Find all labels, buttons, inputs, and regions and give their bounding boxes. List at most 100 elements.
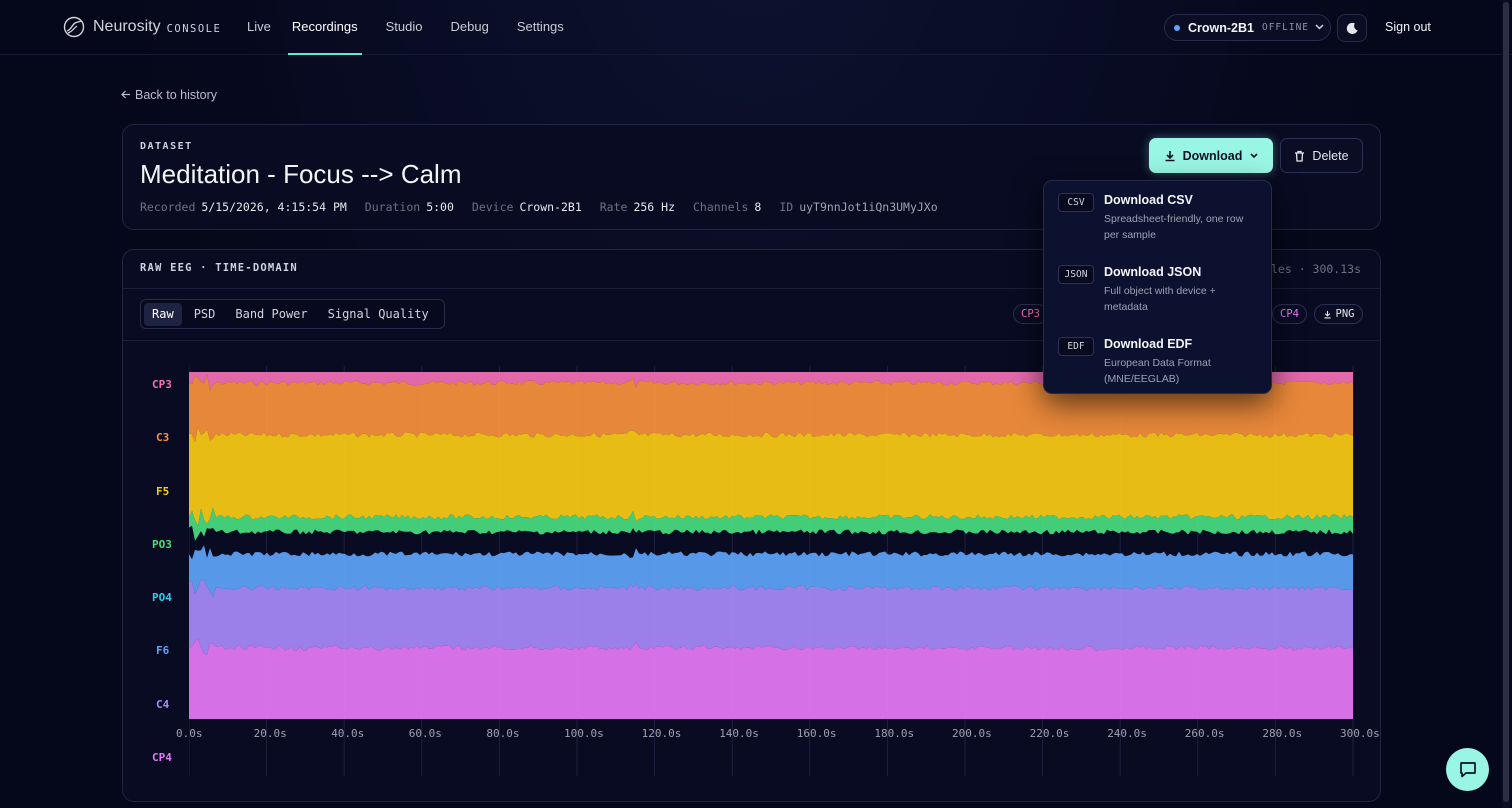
menu-item-title: Download CSV <box>1104 193 1193 207</box>
channel-label-po4: PO4 <box>152 591 172 604</box>
brand-logo[interactable]: Neurosity CONSOLE <box>63 16 221 38</box>
sign-out-button[interactable]: Sign out <box>1385 20 1431 34</box>
tab-psd[interactable]: PSD <box>193 306 216 321</box>
chat-button[interactable] <box>1446 748 1489 791</box>
meta-device-label: Device <box>471 200 514 214</box>
channel-label-c3: C3 <box>156 431 170 444</box>
csv-badge: CSV <box>1058 193 1094 212</box>
x-tick-label: 160.0s <box>796 727 837 740</box>
png-label: PNG <box>1335 308 1355 320</box>
tab-band-power[interactable]: Band Power <box>235 306 308 321</box>
x-tick-label: 220.0s <box>1029 727 1070 740</box>
meta-rate: 256 Hz <box>633 200 675 214</box>
eeg-band-c4 <box>189 579 1353 655</box>
x-tick-label: 240.0s <box>1107 727 1147 740</box>
chevron-down-icon <box>1250 152 1258 158</box>
chart-panel-title: RAW EEG · TIME-DOMAIN <box>140 262 298 274</box>
nav-live[interactable]: Live <box>247 19 271 34</box>
x-tick-label: 200.0s <box>952 727 992 740</box>
channel-chip-cp4[interactable]: CP4 <box>1272 304 1307 324</box>
meta-recorded: 5/15/2026, 4:15:54 PM <box>201 200 347 214</box>
menu-item-title: Download EDF <box>1104 337 1193 351</box>
x-tick-label: 180.0s <box>874 727 915 740</box>
meta-duration-label: Duration <box>364 200 421 214</box>
moon-icon <box>1346 22 1358 34</box>
view-tabs: Raw PSD Band Power Signal Quality <box>140 299 445 329</box>
eeg-band-cp4 <box>189 639 1353 719</box>
dataset-title: Meditation - Focus --> Calm <box>140 159 462 189</box>
download-icon <box>1165 150 1175 161</box>
meta-duration: 5:00 <box>426 200 454 214</box>
brand-suffix: CONSOLE <box>166 22 222 35</box>
meta-rate-label: Rate <box>599 200 628 214</box>
top-navigation-bar: Neurosity CONSOLE Live Recordings Studio… <box>0 0 1512 55</box>
channel-label-po3: PO3 <box>152 538 172 551</box>
download-icon <box>1323 310 1331 318</box>
main-nav: Live Recordings Studio Debug Settings <box>236 0 581 55</box>
channel-label-c4: C4 <box>156 698 170 711</box>
channel-label-f6: F6 <box>156 644 170 657</box>
tab-raw[interactable]: Raw <box>144 302 182 326</box>
chevron-down-icon <box>1315 22 1324 33</box>
card-divider <box>122 288 1380 289</box>
arrow-left-icon <box>121 88 131 102</box>
channel-label-cp4: CP4 <box>152 751 172 764</box>
meta-id: uyT9nnJot1iQn3UMyJXo <box>799 200 938 214</box>
meta-channels: 8 <box>754 200 762 214</box>
tab-signal-quality[interactable]: Signal Quality <box>327 306 429 321</box>
delete-button[interactable]: Delete <box>1280 138 1363 173</box>
x-tick-label: 0.0s <box>176 727 203 740</box>
back-link-label: Back to history <box>135 88 217 102</box>
nav-settings[interactable]: Settings <box>516 19 564 34</box>
download-button-label: Download <box>1182 148 1243 163</box>
scrollbar-thumb[interactable] <box>1503 2 1509 802</box>
x-tick-label: 60.0s <box>408 727 442 740</box>
menu-item-download-json[interactable]: JSON Download JSON Full object with devi… <box>1058 253 1263 325</box>
json-badge: JSON <box>1058 265 1094 284</box>
x-tick-label: 20.0s <box>253 727 287 740</box>
x-tick-label: 300.0s <box>1340 727 1380 740</box>
meta-channels-label: Channels <box>693 200 749 214</box>
dataset-label: DATASET <box>140 141 193 152</box>
neurosity-logo-icon <box>63 16 85 38</box>
download-button[interactable]: Download <box>1149 138 1273 173</box>
delete-button-label: Delete <box>1312 148 1349 163</box>
meta-recorded-label: Recorded <box>140 200 196 214</box>
eeg-band-f6 <box>189 545 1353 598</box>
back-to-history-link[interactable]: Back to history <box>121 88 217 102</box>
card-divider <box>122 340 1380 341</box>
brand-name: Neurosity <box>93 18 161 35</box>
nav-studio[interactable]: Studio <box>385 19 423 34</box>
x-tick-label: 120.0s <box>641 727 682 740</box>
x-tick-label: 280.0s <box>1262 727 1303 740</box>
eeg-plot[interactable] <box>189 366 1364 782</box>
device-selector[interactable]: Crown-2B1 OFFLINE <box>1164 14 1331 41</box>
device-status-dot <box>1174 24 1180 31</box>
menu-item-download-csv[interactable]: CSV Download CSV Spreadsheet-friendly, o… <box>1058 181 1263 253</box>
nav-debug[interactable]: Debug <box>450 19 489 34</box>
channel-chip-cp3[interactable]: CP3 <box>1013 304 1048 324</box>
trash-icon <box>1295 150 1305 162</box>
meta-device: Crown-2B1 <box>519 200 582 214</box>
menu-item-download-edf[interactable]: EDF Download EDF European Data Format (M… <box>1058 325 1263 395</box>
channel-label-cp3: CP3 <box>152 378 172 391</box>
download-menu: CSV Download CSV Spreadsheet-friendly, o… <box>1043 180 1272 394</box>
eeg-band-po3 <box>189 507 1353 541</box>
samples-info: les · 300.13s <box>1271 262 1362 276</box>
device-status: OFFLINE <box>1261 22 1310 33</box>
menu-item-description: European Data Format (MNE/EEGLAB) <box>1104 357 1211 385</box>
theme-toggle-button[interactable] <box>1337 14 1367 42</box>
x-tick-label: 40.0s <box>331 727 365 740</box>
export-png-button[interactable]: PNG <box>1314 304 1363 324</box>
x-tick-label: 100.0s <box>564 727 604 740</box>
x-tick-label: 140.0s <box>719 727 759 740</box>
eeg-band-f5 <box>189 427 1353 526</box>
x-tick-label: 260.0s <box>1184 727 1225 740</box>
edf-badge: EDF <box>1058 337 1094 356</box>
menu-item-title: Download JSON <box>1104 265 1202 279</box>
meta-id-label: ID <box>779 200 794 214</box>
chat-bubble-icon <box>1459 762 1476 778</box>
nav-recordings[interactable]: Recordings <box>287 0 362 55</box>
device-name: Crown-2B1 <box>1188 20 1254 35</box>
dataset-metadata: Recorded 5/15/2026, 4:15:54 PM Duration … <box>140 200 956 214</box>
